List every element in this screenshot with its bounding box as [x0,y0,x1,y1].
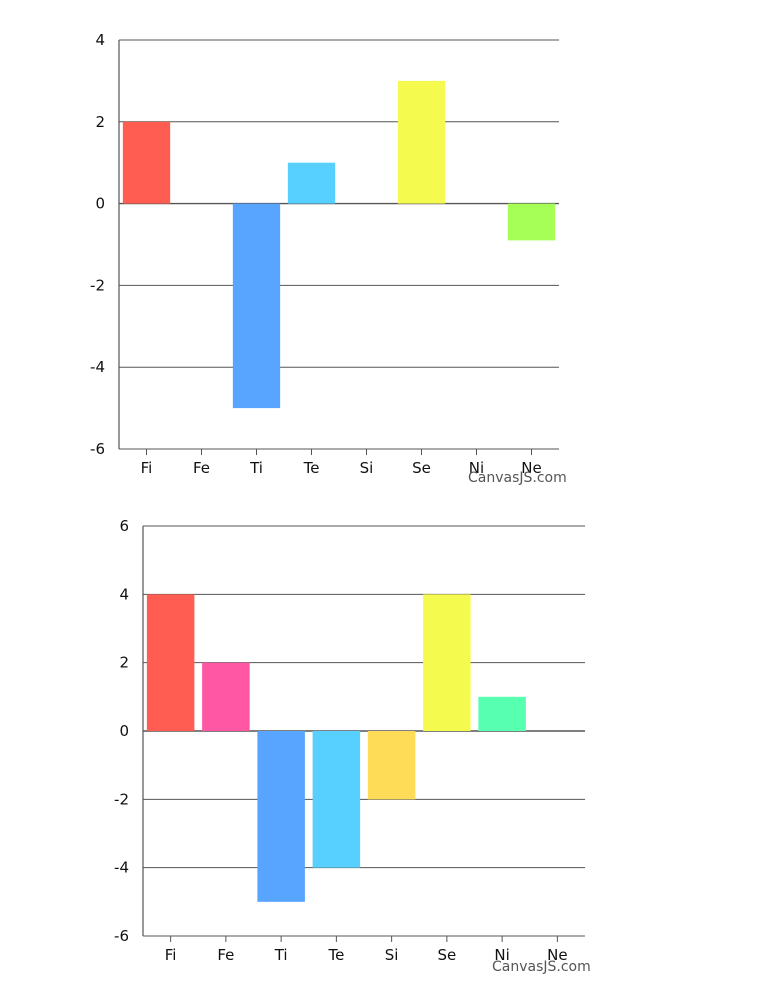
x-tick-label: Fe [217,946,234,964]
x-tick-label: Ni [494,946,509,964]
y-tick-label: -4 [90,358,105,376]
bar-fi [146,594,195,731]
bar-ne [507,203,556,241]
x-tick-label: Se [438,946,457,964]
y-tick-label: 0 [95,195,105,213]
bar-se [423,594,471,731]
x-tick-label: Ne [521,459,541,477]
chart-top: 4 2 0 -2 -4 -6 Fi Fe Ti Te Si Se Ni Ne CanvasJS.com [90,31,567,486]
bar-te [287,162,336,204]
canvasjs-credit-top[interactable]: CanvasJS.com [468,470,567,486]
bar-ni [478,696,526,731]
x-tick-label: Ne [547,946,567,964]
x-tick-label: Si [385,946,399,964]
bar-ti [257,731,305,902]
y-tick-label: -6 [90,440,105,458]
chart-bottom-svg: 6 4 2 0 -2 -4 -6 Fi Fe Ti Te Si Se Ni Ne [114,517,585,964]
y-tick-label: 6 [119,517,129,535]
y-tick-label: 2 [95,113,105,131]
bar-se [397,80,446,204]
x-tick-label: Se [412,459,431,477]
bar-fi [122,121,171,204]
bar-ti [232,203,281,409]
y-tick-label: 4 [95,31,105,49]
x-tick-label: Si [360,459,374,477]
canvasjs-credit-bottom[interactable]: CanvasJS.com [492,959,591,975]
x-tick-label: Fi [165,946,177,964]
x-tick-label: Fe [193,459,210,477]
x-tick-label: Ti [274,946,288,964]
y-tick-label: 2 [119,654,129,672]
x-tick-label: Ti [249,459,263,477]
x-tick-label: Ni [469,459,484,477]
y-tick-label: -2 [114,790,129,808]
chart-bottom: 6 4 2 0 -2 -4 -6 Fi Fe Ti Te Si Se Ni Ne CanvasJS.com [0,500,758,999]
x-tick-label: Te [303,459,320,477]
y-tick-label: -2 [90,276,105,294]
bar-fe [202,662,250,731]
x-tick-label: Fi [141,459,153,477]
bar-si [367,731,416,800]
y-tick-label: -4 [114,859,129,877]
bar-te [312,731,361,868]
y-tick-label: -6 [114,927,129,945]
chart-top-svg: 4 2 0 -2 -4 -6 Fi Fe Ti Te Si Se Ni Ne [90,31,559,477]
y-tick-label: 4 [119,585,129,603]
y-tick-label: 0 [119,722,129,740]
x-tick-label: Te [327,946,344,964]
